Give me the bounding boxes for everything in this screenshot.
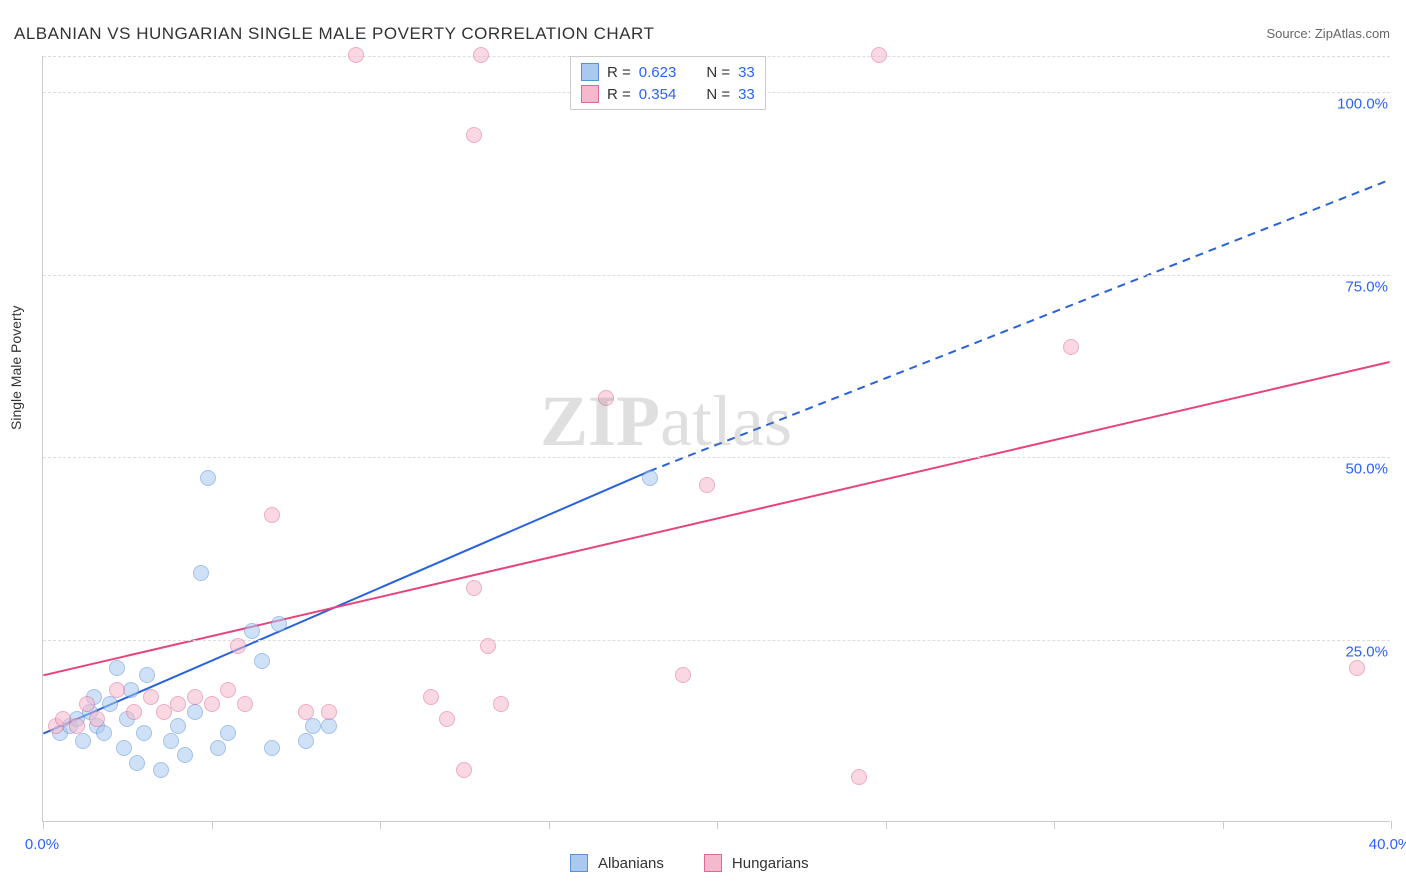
data-point: [466, 127, 482, 143]
data-point: [254, 653, 270, 669]
data-point: [480, 638, 496, 654]
data-point: [439, 711, 455, 727]
data-point: [220, 725, 236, 741]
data-point: [109, 660, 125, 676]
data-point: [116, 740, 132, 756]
x-tick: [549, 821, 550, 829]
data-point: [871, 47, 887, 63]
x-tick: [1223, 821, 1224, 829]
data-point: [136, 725, 152, 741]
r-label: R =: [607, 86, 631, 103]
legend-row: R = 0.623 N = 33: [581, 61, 755, 83]
x-tick: [1391, 821, 1392, 829]
data-point: [244, 623, 260, 639]
r-value: 0.354: [639, 86, 677, 103]
source-attribution: Source: ZipAtlas.com: [1266, 26, 1390, 41]
data-point: [305, 718, 321, 734]
legend-label: Albanians: [598, 855, 664, 872]
data-point: [230, 638, 246, 654]
x-tick: [886, 821, 887, 829]
x-tick: [1054, 821, 1055, 829]
data-point: [193, 565, 209, 581]
x-tick: [380, 821, 381, 829]
legend-row: R = 0.354 N = 33: [581, 83, 755, 105]
data-point: [96, 725, 112, 741]
data-point: [139, 667, 155, 683]
data-point: [271, 616, 287, 632]
legend-label: Hungarians: [732, 855, 809, 872]
data-point: [75, 733, 91, 749]
data-point: [423, 689, 439, 705]
x-tick: [717, 821, 718, 829]
y-axis-label: Single Male Poverty: [8, 305, 24, 430]
gridline: [43, 275, 1390, 276]
gridline: [43, 457, 1390, 458]
data-point: [187, 689, 203, 705]
data-point: [1349, 660, 1365, 676]
n-value: 33: [738, 86, 755, 103]
data-point: [237, 696, 253, 712]
data-point: [473, 47, 489, 63]
data-point: [200, 470, 216, 486]
chart-title: ALBANIAN VS HUNGARIAN SINGLE MALE POVERT…: [14, 24, 654, 44]
data-point: [348, 47, 364, 63]
data-point: [220, 682, 236, 698]
data-point: [143, 689, 159, 705]
x-tick: [43, 821, 44, 829]
data-point: [699, 477, 715, 493]
data-point: [321, 718, 337, 734]
data-point: [170, 718, 186, 734]
x-tick: [212, 821, 213, 829]
n-value: 33: [738, 64, 755, 81]
data-point: [598, 390, 614, 406]
data-point: [187, 704, 203, 720]
data-point: [204, 696, 220, 712]
data-point: [210, 740, 226, 756]
legend-swatch: [570, 854, 588, 872]
data-point: [102, 696, 118, 712]
n-label: N =: [706, 86, 730, 103]
data-point: [298, 704, 314, 720]
x-tick-label: 40.0%: [1369, 836, 1406, 853]
data-point: [163, 733, 179, 749]
series-legend: Albanians Hungarians: [570, 854, 809, 872]
y-tick-label: 25.0%: [1341, 643, 1392, 660]
legend-swatch: [704, 854, 722, 872]
legend-swatch: [581, 85, 599, 103]
data-point: [79, 696, 95, 712]
data-point: [264, 507, 280, 523]
legend-item: Hungarians: [704, 854, 809, 872]
correlation-legend: R = 0.623 N = 33 R = 0.354 N = 33: [570, 56, 766, 110]
y-tick-label: 50.0%: [1341, 461, 1392, 478]
data-point: [675, 667, 691, 683]
legend-swatch: [581, 63, 599, 81]
data-point: [466, 580, 482, 596]
n-label: N =: [706, 64, 730, 81]
data-point: [89, 711, 105, 727]
data-point: [456, 762, 472, 778]
data-point: [1063, 339, 1079, 355]
data-point: [129, 755, 145, 771]
data-point: [642, 470, 658, 486]
y-tick-label: 100.0%: [1333, 96, 1392, 113]
data-point: [170, 696, 186, 712]
data-point: [851, 769, 867, 785]
data-point: [126, 704, 142, 720]
data-point: [298, 733, 314, 749]
plot-area: 25.0% 50.0% 75.0% 100.0%: [42, 56, 1390, 822]
data-point: [109, 682, 125, 698]
r-value: 0.623: [639, 64, 677, 81]
y-tick-label: 75.0%: [1341, 278, 1392, 295]
data-point: [264, 740, 280, 756]
data-point: [177, 747, 193, 763]
data-point: [321, 704, 337, 720]
data-point: [69, 718, 85, 734]
legend-item: Albanians: [570, 854, 664, 872]
data-point: [153, 762, 169, 778]
x-tick-label: 0.0%: [25, 836, 59, 853]
r-label: R =: [607, 64, 631, 81]
data-point: [493, 696, 509, 712]
